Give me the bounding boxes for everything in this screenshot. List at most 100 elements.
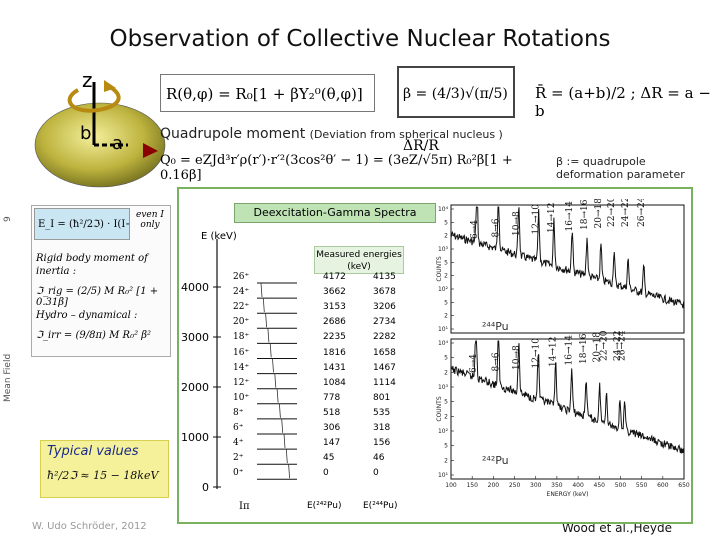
- y-tick-label: 2: [444, 413, 448, 420]
- peak-label: 20→18: [594, 199, 604, 229]
- level-energy-244: 156: [373, 438, 391, 449]
- peak-label: 20→18: [593, 332, 603, 363]
- axis-a-label: a: [112, 133, 124, 154]
- y-tick-label: 2: [444, 233, 448, 240]
- counts-axis-label: COUNTS: [436, 396, 443, 421]
- level-row: 26⁺ 4172 4135: [233, 272, 423, 284]
- side-number: 9: [3, 216, 13, 222]
- level-energy-244: 2734: [373, 317, 396, 328]
- rigid-equation: ℑ_rig = (2/5) M R₀² [1 + 0.31β]: [36, 286, 159, 308]
- level-energy-244: 1467: [373, 362, 396, 373]
- level-row: 6⁺ 306 318: [233, 423, 423, 435]
- level-energy-244: 535: [373, 407, 391, 418]
- level-spin: 0⁺: [233, 468, 244, 479]
- peak-label: 6→4: [469, 354, 479, 373]
- peak-label: 18→16: [579, 333, 589, 364]
- transition-arrow: [279, 403, 281, 418]
- peak-label: 10→8: [512, 211, 522, 236]
- spectrum-line-242Pu: [450, 340, 685, 454]
- y-tick-label: 10²: [438, 286, 449, 293]
- means-equation: R̄ = (a+b)/2 ; ΔR = a − b: [535, 84, 711, 120]
- hydro-equation: ℑ_irr = (9/8π) M R₀² β²: [36, 330, 152, 341]
- level-energy-242: 306: [323, 423, 341, 433]
- spectrum-frame: [450, 204, 685, 334]
- transition-arrow: [265, 313, 267, 328]
- level-spin: 16⁺: [233, 347, 250, 358]
- x-tick-label: 100: [445, 482, 457, 489]
- peak-label: 14→12: [549, 337, 559, 367]
- isotope-244-label: ²⁴⁴Pu: [482, 320, 509, 333]
- level-scheme: 4000 3000 2000 1000 0: [181, 239, 297, 494]
- y-tick-label: 10⁴: [438, 340, 449, 347]
- level-row: 0⁺ 0 0: [233, 468, 423, 480]
- typical-values-box: Typical values ħ²/2ℑ ≈ 15 − 18keV: [40, 440, 169, 498]
- ellipsoid-body: [35, 103, 165, 187]
- typical-formula: ħ²/2ℑ ≈ 15 − 18keV: [47, 469, 159, 482]
- level-spin: 12⁺: [233, 377, 250, 388]
- radius-equation: R(θ,φ) = R₀[1 + βY₂⁰(θ,φ)]: [160, 74, 375, 112]
- level-row: 16⁺ 1816 1658: [233, 348, 423, 360]
- peak-label: 8→6: [491, 352, 501, 371]
- level-row: 12⁺ 1084 1114: [233, 378, 423, 390]
- level-energy-242: 1084: [323, 377, 346, 388]
- quadrupole-label: Quadrupole moment (Deviation from spheri…: [160, 126, 503, 142]
- y-tick-label: 10¹: [438, 472, 449, 479]
- energy-axis-label: E (keV): [201, 231, 237, 242]
- x-tick-label: 350: [551, 482, 563, 489]
- level-energy-242: 778: [323, 392, 341, 403]
- level-row: 18⁺ 2235 2282: [233, 332, 423, 344]
- level-energy-244: 4135: [373, 272, 396, 282]
- x-tick-label: 300: [530, 482, 542, 489]
- level-spin: 8⁺: [233, 407, 244, 418]
- y-tick-label: 2: [444, 369, 448, 376]
- level-energy-242: 2235: [323, 332, 346, 343]
- level-energy-244: 318: [373, 423, 391, 433]
- transition-arrow: [272, 358, 274, 373]
- peak-label: 24→22: [613, 331, 623, 361]
- energy-box: E_I = (ħ²/2ℑ) · I(I+1) even I only Rigid…: [31, 205, 171, 357]
- peak-label: 16→14: [565, 201, 575, 232]
- level-energy-244: 2282: [373, 332, 396, 343]
- nucleus-ellipsoid: [34, 80, 166, 188]
- level-energy-244: 1114: [373, 377, 396, 388]
- peak-label: 22→20: [607, 199, 617, 227]
- peak-label: 10→8: [512, 345, 522, 370]
- level-row: 24⁺ 3662 3678: [233, 287, 423, 299]
- spectra-panel: 4000 3000 2000 1000 0 E (keV) Deexcitation-G…: [177, 187, 693, 524]
- x-tick-label: 650: [678, 482, 690, 489]
- transition-arrow: [276, 388, 279, 403]
- y-tick-label: 5: [444, 299, 448, 306]
- transition-arrow: [274, 373, 277, 388]
- level-energy-244: 3678: [373, 287, 396, 298]
- level-energy-242: 1431: [323, 362, 346, 373]
- isotope-242-label: ²⁴²Pu: [482, 454, 509, 467]
- y-tick-label: 5: [444, 219, 448, 226]
- level-energy-242: 2686: [323, 317, 346, 328]
- level-row: 14⁺ 1431 1467: [233, 363, 423, 375]
- transition-arrow: [262, 298, 265, 313]
- rigid-title: Rigid body moment of inertia :: [36, 253, 148, 277]
- counts-axis-label: COUNTS: [436, 256, 443, 281]
- energy-tick-label: 2000: [181, 381, 209, 394]
- peak-label: 16→14: [565, 335, 575, 366]
- peak-label: 8→6: [491, 218, 501, 237]
- peak-label: 12→10: [532, 204, 542, 235]
- credit: Wood et al.,Heyde: [562, 521, 673, 535]
- spectrum-line-244Pu: [450, 206, 685, 309]
- level-spin: 4⁺: [233, 438, 244, 449]
- hydro-title: Hydro – dynamical :: [36, 310, 138, 321]
- x-tick-label: 550: [636, 482, 648, 489]
- level-spin: 10⁺: [233, 392, 250, 403]
- level-row: 10⁺ 778 801: [233, 393, 423, 405]
- y-tick-label: 5: [444, 355, 448, 362]
- peak-label: 12→10: [531, 338, 541, 369]
- y-tick-label: 10¹: [438, 326, 449, 333]
- level-energy-242: 4172: [323, 272, 346, 282]
- transition-arrow: [285, 449, 288, 464]
- axis-b-label: b: [80, 123, 92, 144]
- level-spin: 26⁺: [233, 272, 250, 282]
- peak-label: 26→24: [637, 199, 647, 227]
- arrow-right-icon: [143, 143, 158, 158]
- beta-equation: β = (4/3)√(π/5) ΔR/R: [397, 66, 515, 154]
- level-spin: 14⁺: [233, 362, 250, 373]
